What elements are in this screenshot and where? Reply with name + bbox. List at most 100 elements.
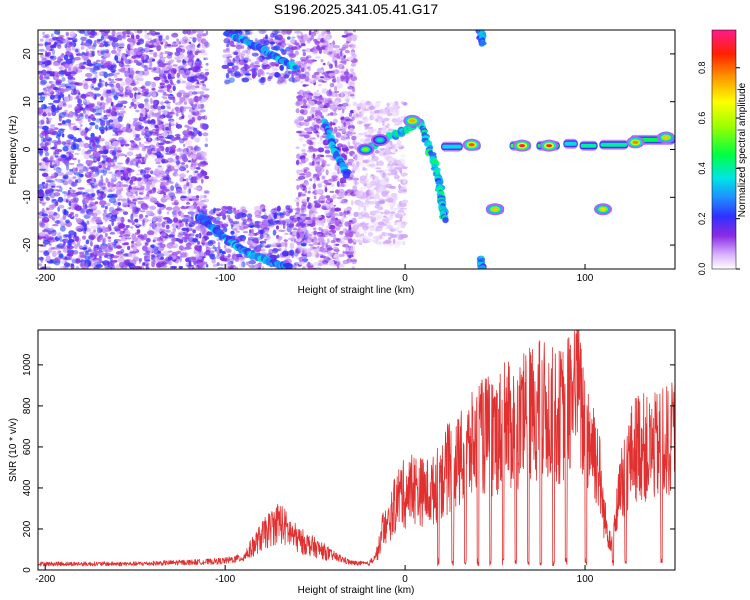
speckle-0-928 xyxy=(64,63,68,70)
speckle-1-664 xyxy=(168,146,172,149)
speckle-1-1157 xyxy=(147,112,153,118)
speckle-1-618 xyxy=(166,103,171,109)
speckle-2-217 xyxy=(235,45,243,50)
speckle-4-272 xyxy=(349,109,355,114)
speckle-1-390 xyxy=(145,214,149,218)
speckle-4-952 xyxy=(297,212,304,215)
speckle-1-1425 xyxy=(117,113,121,115)
speckle-4-518 xyxy=(297,175,306,180)
speckle-4-917 xyxy=(306,59,314,64)
speckle-3-295 xyxy=(198,245,202,248)
speckle-1-541 xyxy=(129,194,136,199)
speckle-0-188 xyxy=(90,187,94,194)
speckle-0-855 xyxy=(48,211,54,216)
speckle-4-829 xyxy=(302,266,306,269)
speckle-0-483 xyxy=(104,49,110,54)
speckle-1-1332 xyxy=(168,192,175,198)
speckle-4-931 xyxy=(332,178,338,182)
speckle-0-969 xyxy=(85,136,89,141)
speckle-1-613 xyxy=(142,261,150,267)
speckle-5-449 xyxy=(376,206,384,211)
speckle-4-629 xyxy=(328,212,334,216)
speckle-0-1146 xyxy=(90,204,98,211)
speckle-1-1353 xyxy=(122,211,129,216)
speckle-4-746 xyxy=(306,220,313,224)
speckle-1-1496 xyxy=(162,250,170,256)
speckle-4-898 xyxy=(312,153,316,159)
speckle-1-1313 xyxy=(195,85,200,89)
speckle-1-1451 xyxy=(190,44,194,47)
speckle-0-710 xyxy=(67,176,74,182)
speckle-1-323 xyxy=(135,70,141,75)
speckle-4-223 xyxy=(344,49,350,54)
speckle-1-131 xyxy=(176,78,182,81)
speckle-3-351 xyxy=(210,247,216,250)
speckle-4-447 xyxy=(343,60,347,66)
speckle-3-426 xyxy=(242,237,246,243)
speckle-1-1474 xyxy=(141,207,148,211)
speckle-0-998 xyxy=(42,148,47,151)
speckle-2-233 xyxy=(266,38,273,41)
speckle-1-299 xyxy=(133,187,139,193)
speckle-0-619 xyxy=(62,180,69,186)
speckle-1-969 xyxy=(165,236,169,239)
speckle-4-429 xyxy=(316,134,320,138)
speckle-4-679 xyxy=(332,246,339,252)
speckle-4-697 xyxy=(315,189,323,194)
speckle-3-371 xyxy=(217,241,221,247)
speckle-0-1041 xyxy=(87,39,92,44)
speckle-1-1365 xyxy=(130,82,137,87)
speckle-1-229 xyxy=(186,182,190,187)
speckle-2-157 xyxy=(222,54,229,59)
speckle-0-1218 xyxy=(88,114,96,120)
speckle-0-1093 xyxy=(45,182,49,187)
speckle-0-411 xyxy=(99,236,106,243)
speckle-4-657 xyxy=(347,238,353,244)
speckle-0-1191 xyxy=(44,152,50,157)
speckle-1-459 xyxy=(140,107,146,114)
speckle-0-1243 xyxy=(111,108,116,113)
speckle-1-1378 xyxy=(124,143,130,147)
speckle-1-1485 xyxy=(116,34,123,40)
speckle-4-819 xyxy=(352,185,358,191)
speckle-1-1325 xyxy=(204,76,209,81)
speckle-1-1036 xyxy=(147,47,150,52)
speckle-0-475 xyxy=(93,266,100,269)
speckle-4-163 xyxy=(321,107,328,113)
speckle-1-1372 xyxy=(180,252,187,258)
speckle-0-1187 xyxy=(48,230,53,235)
speckle-3-440 xyxy=(276,212,284,216)
speckle-0-1164 xyxy=(70,211,74,216)
speckle-2-20 xyxy=(254,60,260,65)
speckle-0-1193 xyxy=(112,164,119,169)
speckle-3-323 xyxy=(289,221,295,228)
speckle-0-960 xyxy=(99,200,107,206)
speckle-1-1331 xyxy=(179,105,185,113)
speckle-5-417 xyxy=(360,109,365,115)
speckle-1-950 xyxy=(203,192,210,195)
speckle-0-804 xyxy=(38,256,44,261)
speckle-0-1253 xyxy=(82,221,86,225)
speckle-0-1035 xyxy=(64,71,72,76)
speckle-1-1100 xyxy=(150,105,155,109)
speckle-2-56 xyxy=(241,45,245,49)
speckle-1-11 xyxy=(200,80,205,84)
speckle-0-1234 xyxy=(77,173,84,179)
speckle-3-231 xyxy=(282,223,286,230)
speckle-1-1236 xyxy=(203,41,207,46)
speckle-0-167 xyxy=(80,130,86,136)
speckle-4-455 xyxy=(304,216,311,221)
speckle-1-539 xyxy=(176,72,180,79)
speckle-1-624 xyxy=(174,102,182,106)
speckle-1-41 xyxy=(171,41,179,47)
speckle-2-258 xyxy=(250,61,255,69)
speckle-0-845 xyxy=(38,125,44,129)
speckle-4-551 xyxy=(307,261,311,268)
speckle-0-790 xyxy=(105,112,110,116)
speckle-5-412 xyxy=(400,172,408,177)
speckle-3-131 xyxy=(219,256,223,261)
speckle-3-197 xyxy=(246,213,253,219)
speckle-2-67 xyxy=(279,46,285,49)
speckle-1-1389 xyxy=(158,145,162,149)
speckle-0-881 xyxy=(41,94,45,98)
